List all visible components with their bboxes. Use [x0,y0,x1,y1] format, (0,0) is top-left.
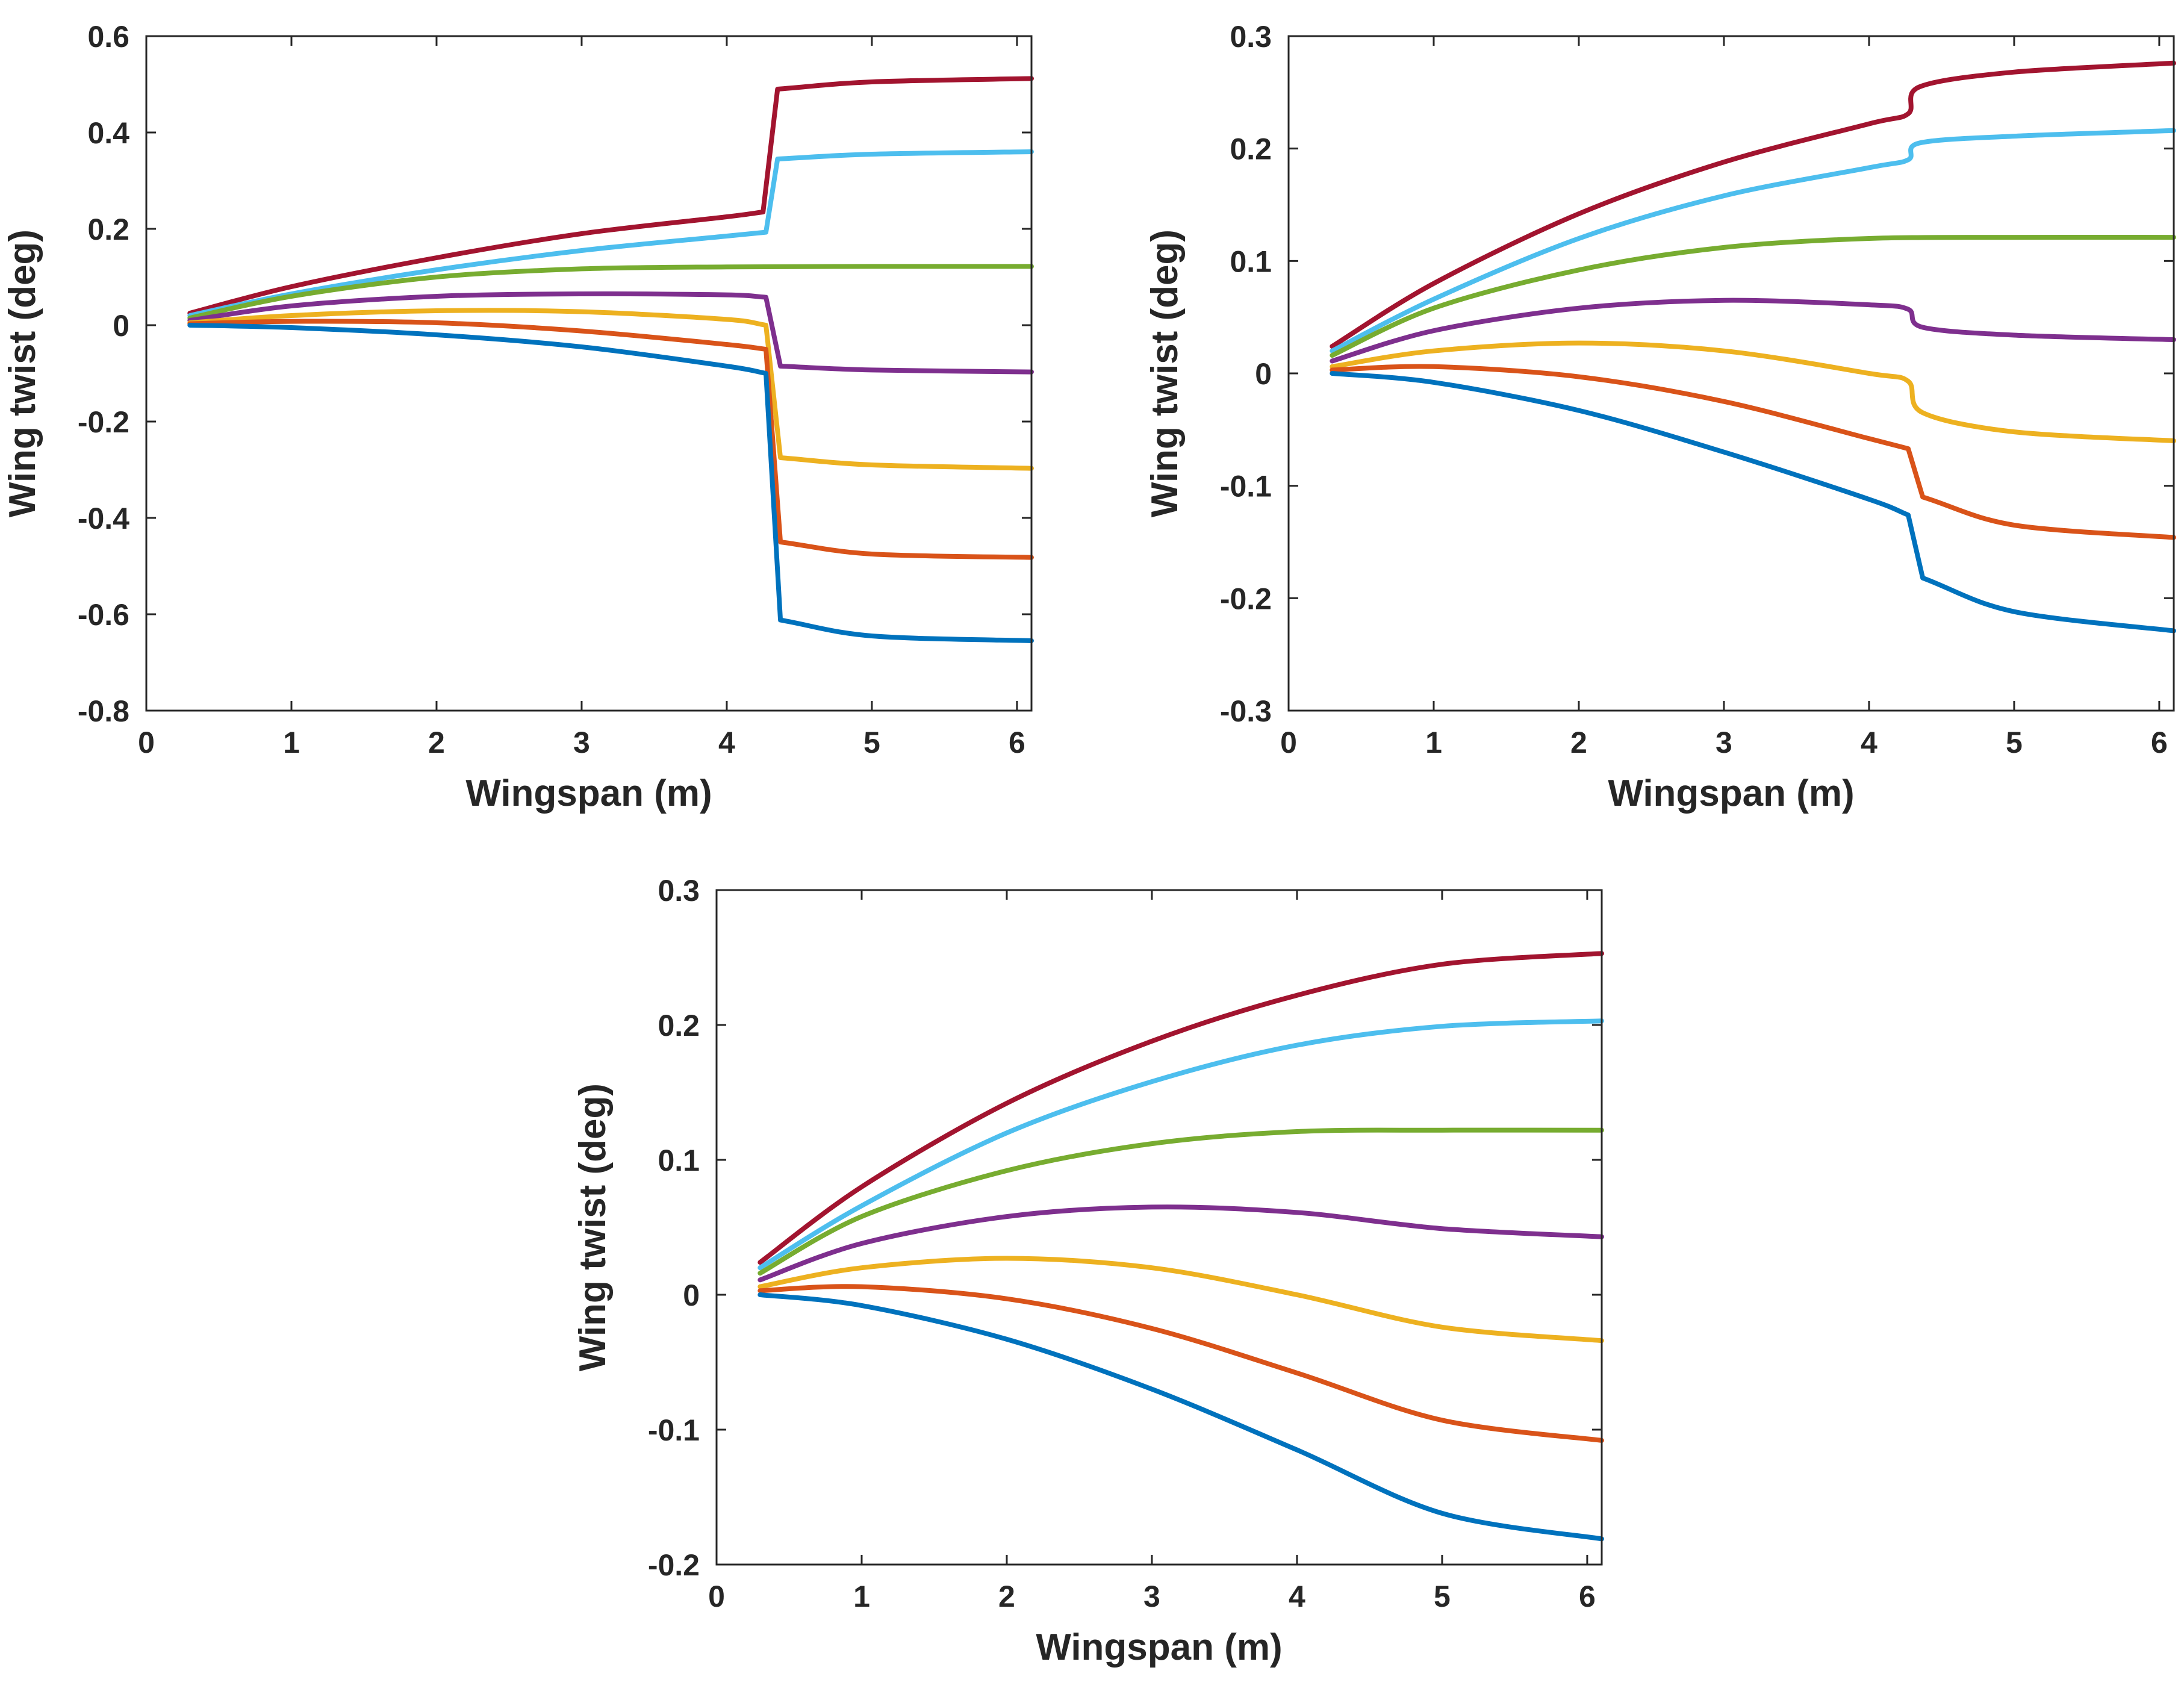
y-tick-label: 0 [113,309,129,343]
y-tick-label: 0.2 [1230,132,1272,166]
x-tick-label: 5 [863,726,880,759]
y-tick-label: -0.3 [1220,694,1272,728]
y-tick-label: 0.1 [658,1144,700,1177]
line-series-1 [758,951,1604,1265]
y-tick-label: 0.3 [1230,20,1272,54]
chart-bottom-center: 0 1 2 3 4 5 6 -0.2 -0.1 0 0.1 0.2 0.3 Wingspan (m) Win… [572,874,1604,1668]
x-tick-label: 1 [1425,726,1442,759]
y-tick-label: -0.4 [78,502,129,535]
line-series-2 [758,1018,1604,1271]
y-tick-label: -0.6 [78,598,129,632]
y-axis-label: Wing twist (deg) [2,229,43,517]
x-tick-label: 0 [708,1580,725,1613]
y-tick-label: 0.4 [87,116,129,150]
y-tick-label: -0.2 [648,1548,700,1582]
line-series-3 [758,1127,1604,1276]
x-tick-label: 6 [1009,726,1025,759]
line-series-1 [1330,60,2176,349]
line-series-4 [1330,297,2176,364]
y-tick-label: 0.6 [87,20,129,54]
x-axis-label: Wingspan (m) [465,773,712,814]
y-tick-label: -0.2 [78,405,129,439]
x-tick-label: 3 [1716,726,1732,759]
y-tick-label: 0.3 [658,874,700,908]
x-tick-label: 0 [1280,726,1297,759]
chart-top-left: 0 1 2 3 4 5 6 -0.8 -0.6 -0.4 -0.2 0 0.2 0.4 0.6 Wingspa… [2,20,1034,814]
x-tick-label: 0 [138,726,155,759]
line-series-5 [187,308,1034,471]
line-series-3 [187,264,1034,320]
line-series-2 [1330,128,2176,353]
y-tick-label: -0.2 [1220,582,1272,615]
line-series-6 [758,1284,1604,1443]
y-tick-label: 0.2 [658,1009,700,1042]
line-series-2 [187,149,1034,318]
x-tick-label: 3 [573,726,590,759]
x-tick-label: 5 [1434,1580,1451,1613]
y-axis-label: Wing twist (deg) [1144,229,1186,517]
line-series-7 [187,323,1034,643]
line-series-7 [1330,371,2176,634]
line-series-6 [1330,364,2176,540]
y-tick-label: 0 [683,1278,700,1312]
y-tick-label: 0 [1255,357,1272,391]
y-tick-label: 0.1 [1230,244,1272,278]
y-tick-label: -0.8 [78,694,129,728]
x-tick-label: 5 [2006,726,2023,759]
line-series-4 [187,291,1034,375]
x-axis-label: Wingspan (m) [1608,773,1854,814]
x-tick-label: 1 [283,726,300,759]
x-tick-label: 6 [1579,1580,1596,1613]
axes-frame [715,889,1603,1566]
x-tick-label: 3 [1143,1580,1160,1613]
y-tick-label: 0.2 [87,213,129,246]
line-series-6 [187,319,1034,560]
axes-frame [145,35,1033,712]
line-series-5 [758,1256,1604,1344]
x-axis-label: Wingspan (m) [1036,1627,1282,1668]
line-series-1 [187,76,1034,316]
x-tick-label: 4 [718,726,735,759]
chart-top-right: 0 1 2 3 4 5 6 -0.3 -0.2 -0.1 0 0.1 0.2 0.3 Wingspan (m… [1144,20,2176,814]
x-tick-label: 4 [1289,1580,1305,1613]
x-tick-label: 2 [1570,726,1587,759]
x-tick-label: 2 [998,1580,1015,1613]
line-series-7 [758,1292,1604,1542]
x-tick-label: 6 [2151,726,2168,759]
line-series-4 [758,1204,1604,1283]
y-axis-label: Wing twist (deg) [572,1083,614,1371]
line-series-5 [1330,340,2176,443]
x-tick-label: 4 [1861,726,1878,759]
x-tick-label: 2 [428,726,445,759]
line-series-3 [1330,234,2176,358]
y-tick-label: -0.1 [648,1413,700,1447]
y-tick-label: -0.1 [1220,470,1272,503]
x-tick-label: 1 [853,1580,870,1613]
